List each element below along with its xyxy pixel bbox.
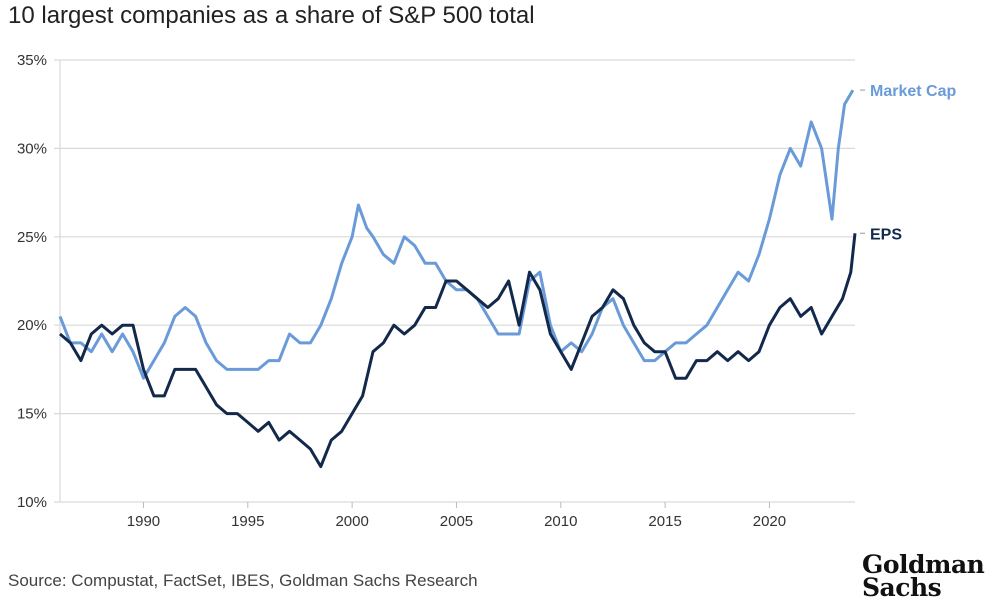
x-tick-label: 2005 bbox=[440, 513, 473, 530]
eps-line bbox=[59, 233, 857, 469]
y-tick-label: 30% bbox=[17, 140, 47, 157]
chart-title: 10 largest companies as a share of S&P 5… bbox=[8, 2, 535, 29]
x-tick-label: 1995 bbox=[231, 513, 264, 530]
y-tick-label: 35% bbox=[17, 52, 47, 69]
y-tick-label: 25% bbox=[17, 229, 47, 246]
eps-label: EPS bbox=[870, 226, 902, 243]
y-tick-label: 15% bbox=[17, 406, 47, 423]
y-tick-label: 20% bbox=[17, 317, 47, 334]
market-cap-line bbox=[58, 89, 855, 380]
x-tick-label: 2010 bbox=[544, 513, 577, 530]
y-tick-label: 10% bbox=[17, 494, 47, 511]
x-tick-label: 1990 bbox=[127, 513, 160, 530]
x-tick-label: 2015 bbox=[648, 513, 681, 530]
goldman-sachs-logo: Goldman Sachs bbox=[862, 550, 985, 602]
x-tick-label: 2000 bbox=[335, 513, 368, 530]
market-cap-label: Market Cap bbox=[870, 83, 956, 100]
source-note: Source: Compustat, FactSet, IBES, Goldma… bbox=[8, 571, 478, 590]
x-tick-label: 2020 bbox=[753, 513, 786, 530]
